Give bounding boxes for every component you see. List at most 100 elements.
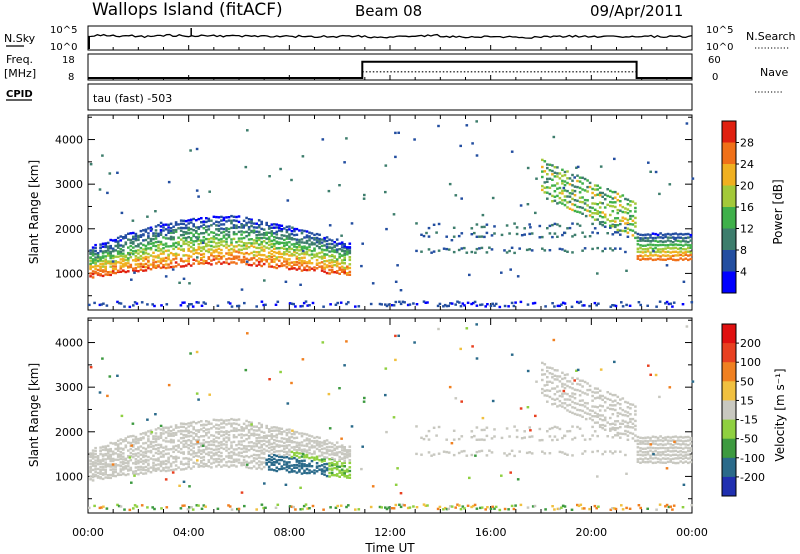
velocity-echo — [245, 460, 248, 463]
power-echo — [285, 263, 289, 266]
power-echo — [167, 249, 170, 252]
power-echo — [290, 238, 294, 241]
velocity-echo — [323, 457, 326, 460]
power-echo — [649, 254, 652, 257]
velocity-echo — [174, 424, 178, 427]
velocity-echo — [152, 435, 155, 438]
power-colorbar-segment — [722, 271, 736, 294]
power-echo — [104, 245, 107, 249]
power-echo — [252, 256, 256, 260]
power-echo — [328, 250, 331, 253]
velocity-echo — [242, 458, 246, 462]
power-echo — [167, 245, 170, 248]
velocity-echo — [215, 440, 218, 443]
velocity-echo — [581, 452, 584, 455]
velocity-echo — [154, 435, 158, 438]
velocity-echo — [624, 420, 627, 423]
velocity-echo — [288, 448, 291, 451]
power-echo — [215, 262, 218, 265]
velocity-echo — [237, 458, 241, 461]
velocity-echo — [443, 506, 447, 510]
velocity-echo — [308, 439, 311, 442]
power-echo — [99, 267, 102, 270]
velocity-echo — [671, 435, 675, 439]
velocity-echo — [237, 447, 241, 450]
velocity-echo — [157, 459, 160, 462]
velocity-echo — [189, 448, 193, 452]
velocity-echo — [235, 465, 238, 468]
power-echo — [278, 224, 281, 227]
nave-label: Nave — [760, 66, 788, 79]
power-echo — [195, 189, 199, 192]
velocity-echo — [270, 435, 274, 438]
velocity-echo — [415, 452, 418, 456]
power-echo — [283, 244, 286, 248]
power-echo — [215, 245, 218, 248]
power-echo — [558, 172, 562, 175]
velocity-echo — [581, 404, 584, 407]
power-echo — [651, 239, 655, 242]
velocity-echo — [323, 473, 326, 476]
freq-ytick-top: 18 — [62, 55, 75, 66]
velocity-echo — [490, 437, 494, 440]
power-echo — [127, 265, 130, 268]
velocity-echo — [406, 506, 410, 510]
velocity-echo — [210, 422, 213, 425]
velocity-echo — [689, 447, 693, 450]
power-echo — [127, 270, 130, 273]
velocity-echo — [588, 417, 592, 420]
power-echo — [202, 227, 206, 230]
velocity-echo — [491, 505, 494, 508]
power-echo — [243, 301, 246, 305]
power-echo — [200, 261, 203, 265]
velocity-colorbar-ticklabel: 200 — [740, 337, 761, 350]
power-echo — [89, 266, 92, 269]
velocity-echo — [252, 453, 256, 457]
velocity-echo — [280, 437, 284, 440]
power-echo — [146, 303, 149, 306]
power-echo — [684, 232, 688, 236]
power-echo — [298, 229, 301, 232]
power-echo — [588, 181, 592, 185]
velocity-echo — [184, 457, 188, 460]
power-echo — [235, 219, 238, 223]
power-echo — [598, 206, 602, 209]
velocity-echo — [154, 467, 158, 471]
power-echo — [144, 255, 148, 259]
power-colorbar-segment — [722, 228, 736, 251]
velocity-echo — [350, 425, 354, 428]
power-echo — [583, 235, 587, 238]
power-echo — [91, 276, 95, 279]
velocity-echo — [159, 463, 163, 466]
velocity-echo — [293, 441, 296, 444]
power-echo — [275, 226, 279, 229]
velocity-echo — [195, 392, 199, 395]
power-echo — [212, 235, 216, 238]
velocity-echo — [619, 412, 622, 415]
velocity-echo — [634, 413, 637, 416]
power-echo — [116, 236, 120, 240]
velocity-echo — [96, 458, 100, 462]
power-echo — [247, 252, 251, 256]
power-echo — [114, 244, 117, 248]
nave-ytick-top: 60 — [708, 55, 721, 66]
velocity-echo — [471, 345, 474, 348]
velocity-echo — [172, 441, 175, 444]
velocity-echo — [346, 468, 349, 471]
velocity-echo — [335, 453, 339, 457]
velocity-echo — [280, 427, 284, 430]
power-echo — [127, 232, 130, 235]
velocity-echo — [149, 440, 153, 444]
velocity-echo — [101, 473, 105, 476]
power-echo — [184, 239, 188, 242]
power-echo — [212, 249, 216, 252]
power-echo — [139, 250, 143, 253]
velocity-echo — [227, 430, 231, 434]
velocity-echo — [334, 506, 338, 509]
power-echo — [551, 223, 554, 227]
power-echo — [179, 238, 183, 241]
velocity-echo — [182, 457, 185, 460]
velocity-echo — [275, 469, 279, 473]
velocity-echo — [394, 483, 398, 486]
power-echo — [119, 254, 123, 258]
